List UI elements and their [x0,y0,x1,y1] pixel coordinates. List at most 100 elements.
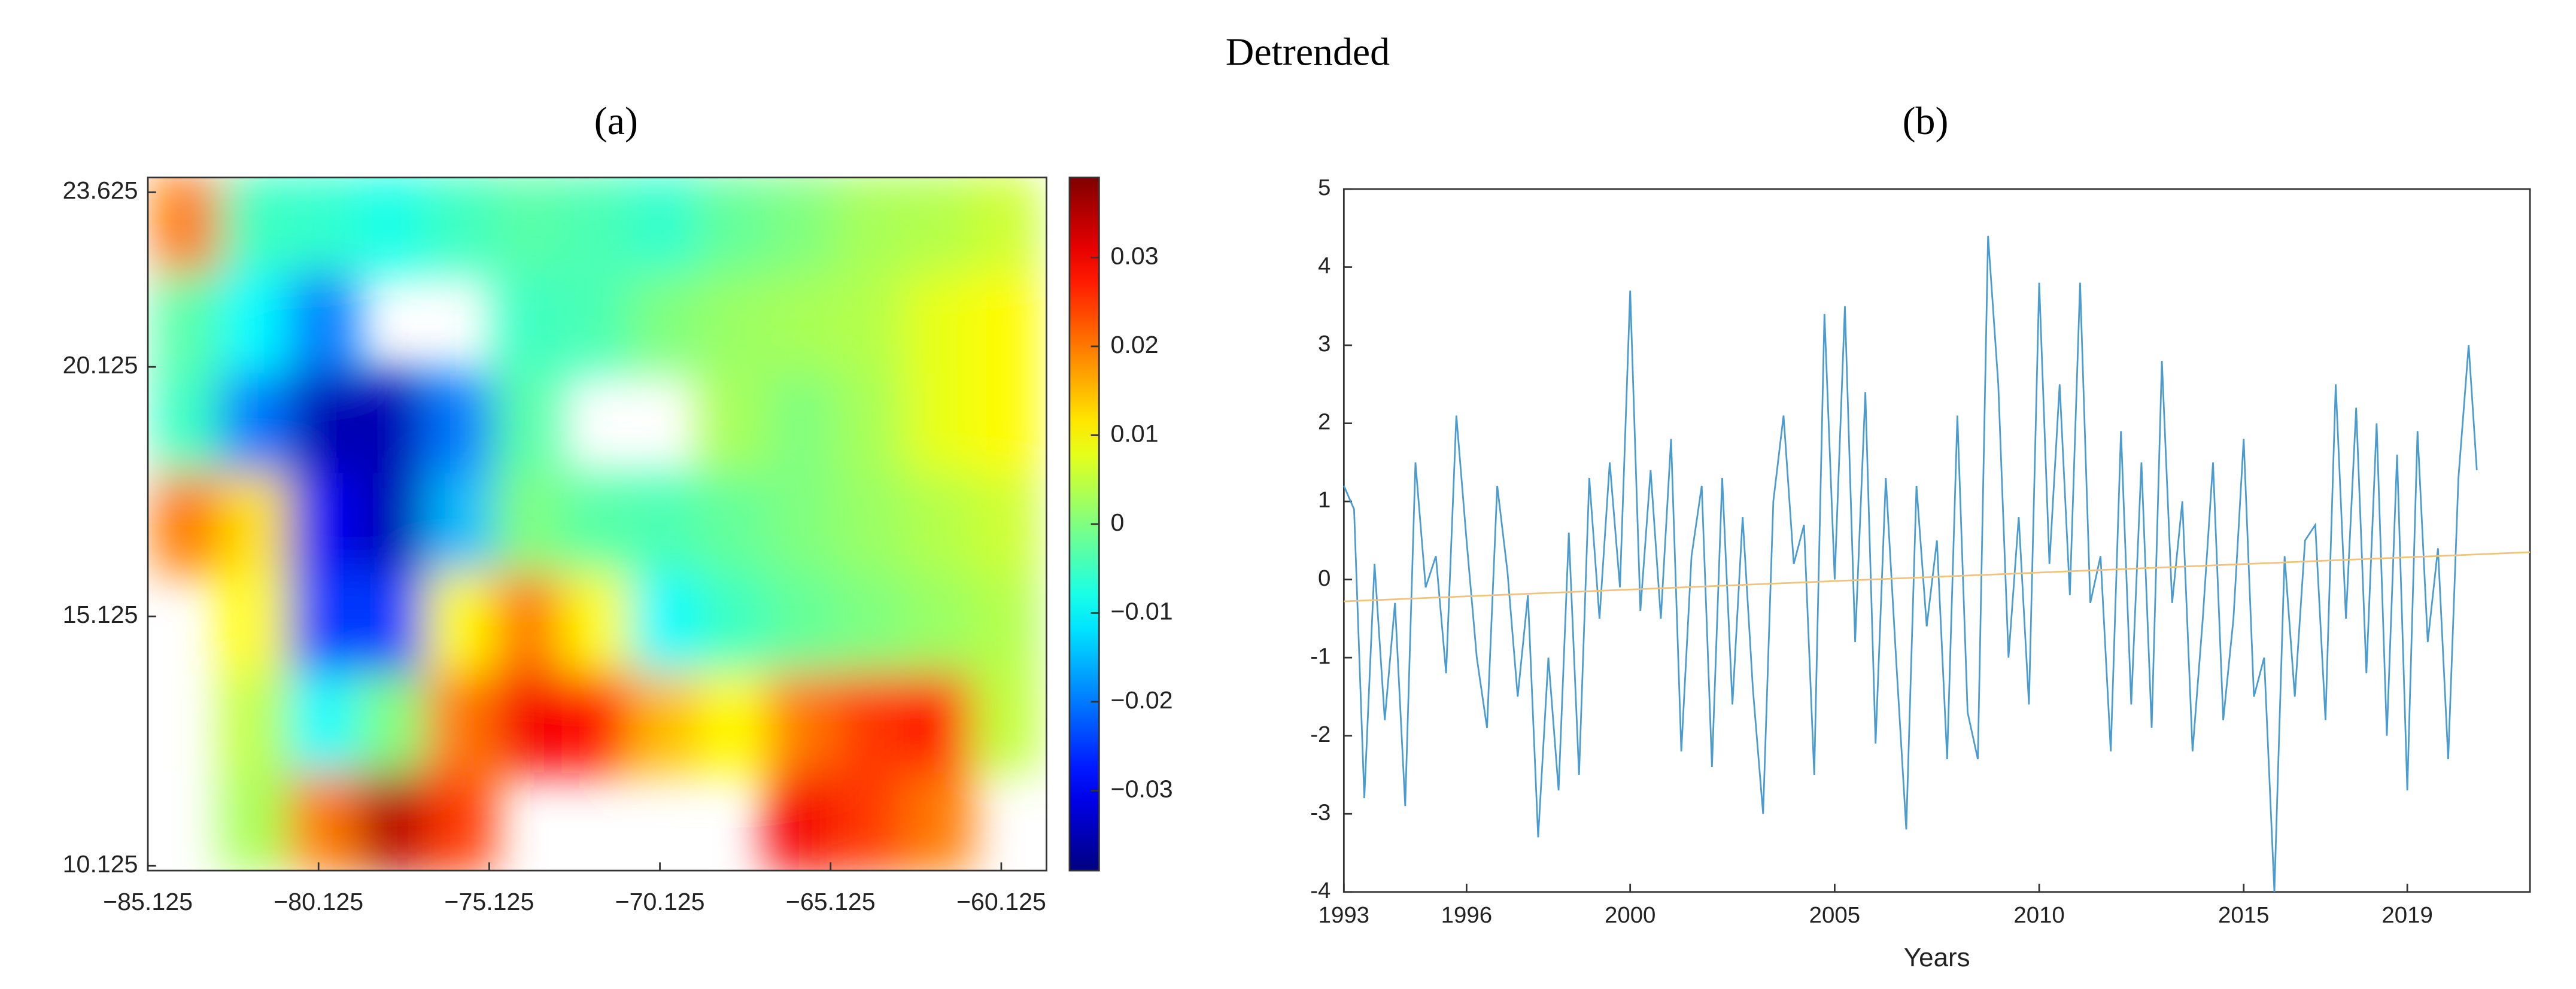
y-tick-label: 4 [1318,253,1330,279]
y-tick-label: -2 [1310,722,1330,747]
x-tick-label: −75.125 [444,888,534,915]
heat-cell [561,672,631,774]
y-tick-label: 2 [1318,409,1330,435]
x-axis-label: Years [1904,943,1970,972]
map-area [152,177,1041,871]
heat-cell [766,573,836,674]
heat-cell [903,273,973,375]
colorbar-tick-label: 0.03 [1111,242,1159,269]
x-tick-label: 2000 [1605,902,1655,928]
y-tick-label: 10.125 [63,850,138,878]
heat-cell [220,373,290,474]
heat-cell [561,177,631,275]
heat-cell [698,373,768,474]
heat-cell [903,672,973,774]
x-tick-label: 2015 [2218,902,2269,928]
heat-cell [152,177,221,275]
heat-cell [766,273,836,375]
heatmap [152,177,1041,871]
colorbar-tick-label: −0.01 [1111,597,1173,625]
heat-cell [357,573,426,674]
colorbar-tick-label: 0.01 [1111,419,1159,447]
heat-cell [834,672,904,774]
heat-cell [425,177,494,275]
heat-cell [220,573,290,674]
map-frame [147,177,1047,872]
heat-cell [288,672,358,774]
y-tick-label: 5 [1318,175,1330,200]
heat-cell [971,177,1041,275]
y-tick-label: 15.125 [63,601,138,628]
y-tick-label: 23.625 [63,177,138,204]
heat-cell [698,573,768,674]
heat-cell [220,772,290,871]
heat-cell [971,473,1041,574]
heat-cell [971,672,1041,774]
x-tick-label: −60.125 [956,888,1046,915]
heat-cell [561,273,631,375]
heat-cell [766,473,836,574]
heat-cell [288,177,358,275]
heat-cell [903,772,973,871]
heat-cell [493,473,563,574]
heat-cell [698,273,768,375]
heat-cell [357,772,426,871]
heat-cell [971,273,1041,375]
y-tick-label: -3 [1310,799,1330,825]
x-tick-label: −65.125 [786,888,876,915]
heat-cell [220,177,290,275]
heat-cell [834,177,904,275]
heat-cell [220,273,290,375]
heat-cell [766,772,836,871]
figure-title: Detrended [1226,31,1390,74]
panel-title: (a) [594,99,638,143]
y-tick-label: -1 [1310,643,1330,669]
data-line [1343,236,2478,892]
heat-cell [288,473,358,574]
heat-cell [766,177,836,275]
heat-cell [766,672,836,774]
heat-cell [561,573,631,674]
heat-cell [698,672,768,774]
heat-cell [357,473,426,574]
heat-cell [220,473,290,574]
heat-cell [152,273,221,375]
x-tick-label: −80.125 [274,888,363,915]
x-tick-label: 1996 [1441,902,1492,928]
heat-cell [288,273,358,375]
y-tick-label: 20.125 [63,351,138,379]
heat-cell [834,772,904,871]
colorbar-tick-label: −0.02 [1111,686,1173,714]
y-tick-label: -4 [1310,878,1330,903]
heat-cell [561,473,631,574]
heat-cell [288,772,358,871]
heat-cell [493,373,563,474]
heat-cell [425,473,494,574]
heat-cell [493,573,563,674]
heat-cell [357,373,426,474]
trend-line [1344,551,2531,602]
panel-title: (b) [1903,99,1949,143]
heat-cell [630,672,700,774]
colorbar-tick-label: 0 [1111,509,1125,536]
heat-cell [425,672,494,774]
heat-cell [425,772,494,871]
heat-cell [971,373,1041,474]
heat-cell [630,573,700,674]
y-tick-label: 0 [1318,565,1330,591]
heat-cell [288,373,358,474]
x-tick-label: −85.125 [103,888,193,915]
x-tick-label: 2010 [2013,902,2064,928]
heat-cell [493,672,563,774]
heat-cell [425,373,494,474]
colorbar-tick-label: 0.02 [1111,331,1159,358]
heat-cell [834,373,904,474]
heat-cell [766,373,836,474]
heat-cell [903,177,973,275]
plot-frame [1342,188,2531,893]
heat-cell [357,177,426,275]
heat-cell [698,177,768,275]
heat-cell [220,672,290,774]
heat-cell [903,573,973,674]
